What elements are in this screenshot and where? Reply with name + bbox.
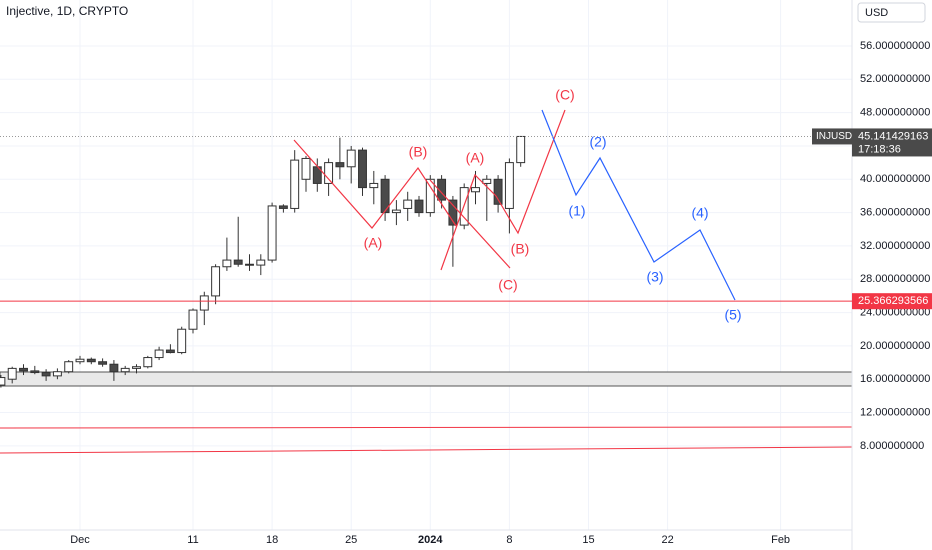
wave-line [429,179,511,269]
candle-body [109,363,119,373]
y-tick-label: 24.000000000 [860,306,930,318]
candle-body [414,199,424,214]
candle-body [346,149,356,168]
wave-line [440,109,566,271]
y-tick-label: 12.000000000 [860,406,930,418]
candle-body [75,358,85,363]
candle-body [516,135,526,164]
wave-label: (B) [511,241,530,257]
candle-body [335,162,345,168]
wave-label: (B) [409,144,428,160]
x-tick-label: 25 [345,534,357,546]
candle-body [52,371,62,377]
x-tick-label: 2024 [418,534,443,546]
y-tick-label: 52.000000000 [860,73,930,85]
candle-body [120,367,130,373]
y-tick-label: 16.000000000 [860,373,930,385]
candle-body [165,349,175,354]
candle-body [380,178,390,214]
candle-body [324,162,334,184]
level-label-box [852,293,932,310]
candle-body [482,178,492,184]
wave-label: (A) [364,235,383,251]
y-tick-label: 28.000000000 [860,273,930,285]
wave-label: (5) [724,307,741,323]
candle-body [290,159,300,209]
candle-body [267,205,277,261]
candle-body [19,367,28,372]
candle-body [403,199,413,209]
candle-body [86,358,96,363]
candle-body [471,187,480,193]
y-tick-label: 20.000000000 [860,340,930,352]
y-tick-label: 48.000000000 [860,107,930,119]
candle-body [278,205,288,209]
y-tick-label: 32.000000000 [860,240,930,252]
level-label: 25.366293566 [858,295,928,307]
trend-line [0,426,853,429]
candle-body [493,178,503,205]
y-tick-label: 40.000000000 [860,173,930,185]
candle-body [188,309,198,330]
x-tick-label: Feb [771,534,790,546]
candle-body [437,178,447,201]
candle-body [211,266,221,297]
y-tick-label: 8.000000000 [860,440,924,452]
wave-line [293,139,457,229]
x-tick-label: 11 [187,534,198,546]
candle-body [41,372,51,377]
wave-label: (C) [498,277,517,293]
y-tick-label: 36.000000000 [860,207,930,219]
wave-label: (A) [466,150,485,166]
candle-body [98,361,108,365]
currency[interactable]: USD [865,7,888,19]
wave-label: (1) [568,203,585,219]
candle-body [30,370,40,374]
y-tick-label: 56.000000000 [860,40,930,52]
candle-body [143,357,153,368]
x-tick-label: 8 [506,534,512,546]
countdown: 17:18:36 [858,143,901,155]
x-tick-label: 22 [661,534,673,546]
price-label: 45.141429163 [858,130,928,142]
candle-body [245,263,254,266]
candle-body [222,259,232,268]
candle-body [7,367,17,380]
candle-body [391,209,401,214]
candle-body [199,295,209,311]
wave-label: (4) [691,205,708,221]
candle-body [154,349,164,359]
candle-body [369,182,379,189]
trend-line [0,446,853,454]
candle-body [132,366,141,369]
symbol-title: Injective, 1D, CRYPTO [6,4,128,18]
candle-body [301,157,311,180]
zone [0,371,853,387]
wave-label: (C) [555,87,574,103]
candles [0,135,526,388]
symbol-label: INJUSD [816,131,852,142]
wave-label: (2) [589,134,606,150]
x-tick-label: 15 [582,534,594,546]
candle-body [448,199,458,226]
candle-body [358,149,367,189]
wave-label: (3) [646,269,663,285]
currency-button[interactable] [857,2,926,23]
price-box [852,128,932,157]
candle-body [64,361,74,373]
x-tick-label: Dec [70,534,90,546]
candle-body [425,178,435,214]
candle-body [177,328,187,354]
x-tick-label: 18 [266,534,278,546]
candle-body [256,259,266,266]
symbol-box [812,128,852,145]
candle-body [233,259,243,265]
wave-line [541,109,736,301]
candle-body [0,377,6,386]
candle-body [504,162,514,209]
